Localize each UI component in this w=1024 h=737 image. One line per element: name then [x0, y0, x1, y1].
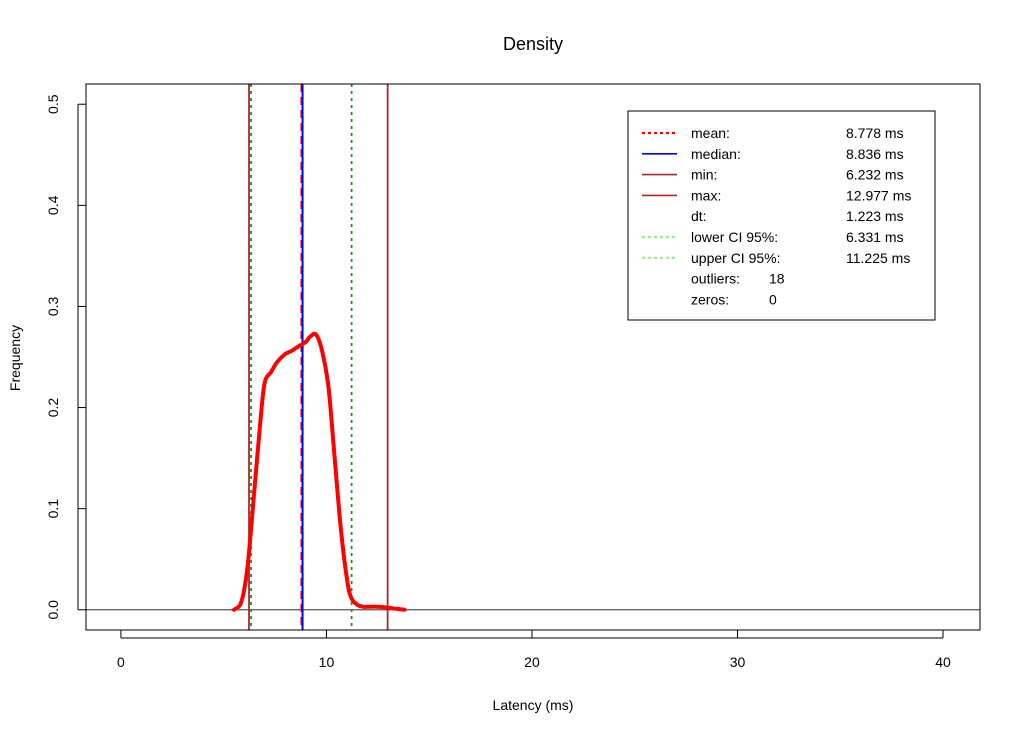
legend-label: zeros:	[691, 291, 729, 307]
y-tick-label: 0.0	[45, 600, 61, 620]
legend-value: 12.977 ms	[846, 187, 911, 203]
chart-title: Density	[503, 34, 563, 54]
legend-value: 11.225 ms	[846, 250, 910, 266]
legend-label: min:	[691, 167, 717, 183]
x-tick-label: 30	[730, 654, 746, 670]
legend-value: 1.223 ms	[846, 208, 904, 224]
legend-value: 18	[769, 271, 785, 287]
legend-label: mean:	[691, 125, 730, 141]
legend-label: dt:	[691, 208, 707, 224]
x-axis-label: Latency (ms)	[493, 697, 574, 713]
x-tick-label: 0	[117, 654, 125, 670]
plot-area	[86, 84, 980, 630]
density-curve	[231, 331, 407, 612]
legend-label: median:	[691, 146, 741, 162]
legend-label: max:	[691, 187, 721, 203]
plot-frame	[85, 83, 981, 631]
legend-value: 0	[769, 291, 777, 307]
x-tick-label: 20	[524, 654, 540, 670]
legend: mean: 8.778 ms median: 8.836 ms min: 6.232 ms…	[627, 110, 936, 321]
y-tick-label: 0.5	[45, 94, 61, 114]
legend-value: 8.778 ms	[846, 125, 904, 141]
legend-box	[627, 110, 936, 321]
legend-label: upper CI 95%:	[691, 250, 781, 266]
legend-label: lower CI 95%:	[691, 229, 778, 245]
legend-value: 6.331 ms	[846, 229, 904, 245]
y-axis-label: Frequency	[7, 325, 23, 391]
y-tick-label: 0.1	[45, 499, 61, 519]
y-tick-label: 0.4	[45, 195, 61, 215]
legend-value: 6.232 ms	[846, 167, 904, 183]
legend-label: outliers:	[691, 271, 740, 287]
x-tick-label: 40	[935, 654, 951, 670]
legend-value: 8.836 ms	[846, 146, 904, 162]
x-tick-label: 10	[319, 654, 335, 670]
y-tick-label: 0.2	[45, 398, 61, 418]
axes: 0 10 20 30 40 0.0 0.1 0.2 0.3 0.4 0.5	[45, 83, 981, 670]
y-tick-label: 0.3	[45, 297, 61, 317]
